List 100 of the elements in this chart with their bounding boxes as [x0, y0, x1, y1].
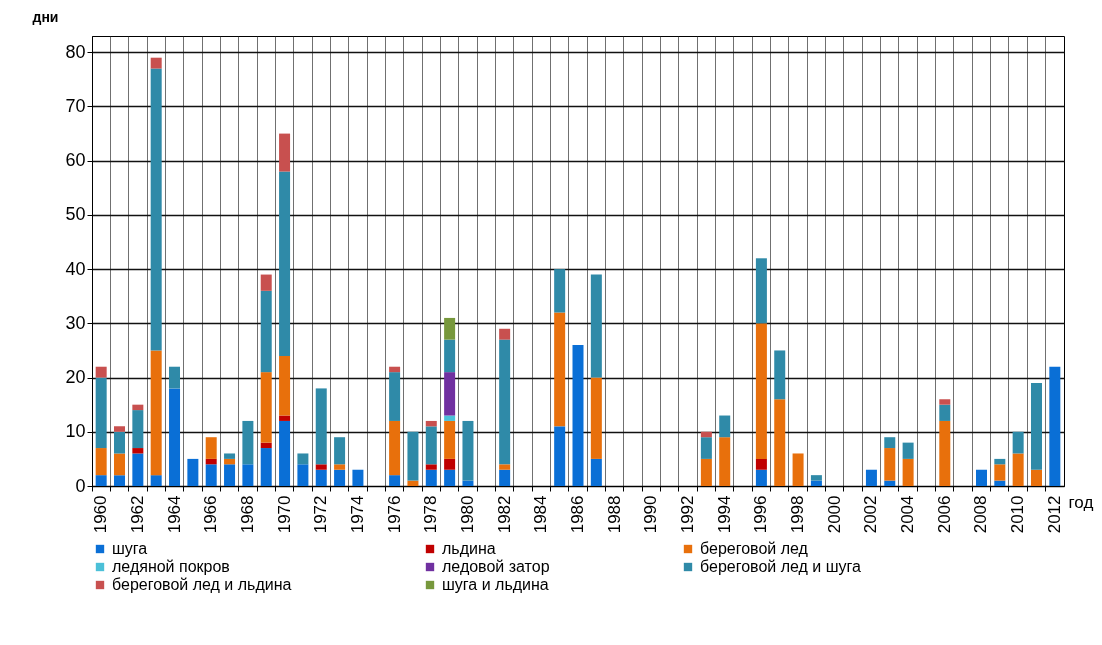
bar	[755, 323, 767, 459]
bar	[315, 464, 327, 470]
x-tick-label: 1966	[201, 495, 221, 534]
y-tick-label: 50	[65, 204, 86, 225]
bar	[499, 464, 511, 470]
bar	[554, 426, 566, 486]
x-tick-label: 1982	[494, 495, 514, 534]
legend-label: шуга и льдина	[442, 576, 549, 593]
bar	[425, 420, 437, 427]
legend-label: береговой лед и льдина	[112, 576, 292, 593]
bar	[114, 453, 126, 476]
bar	[444, 415, 456, 421]
bar	[224, 453, 236, 459]
bar	[224, 458, 236, 465]
bar	[719, 415, 731, 438]
bar	[95, 366, 107, 378]
bar	[205, 458, 217, 465]
bar	[554, 269, 566, 313]
bar	[462, 480, 474, 486]
y-tick-label: 10	[65, 421, 86, 442]
bar	[444, 317, 456, 340]
y-tick-label: 70	[65, 95, 86, 116]
bar	[150, 350, 162, 476]
bar	[407, 431, 419, 481]
bar	[590, 377, 602, 459]
bar	[499, 469, 511, 486]
bar	[114, 426, 126, 432]
x-tick-label: 1980	[457, 495, 477, 534]
x-tick-label: 1976	[384, 495, 404, 534]
bar	[297, 453, 309, 465]
legend-label: ледовой затор	[442, 558, 550, 575]
bar	[114, 431, 126, 454]
x-axis-title: год	[1068, 492, 1094, 512]
bar	[700, 437, 712, 459]
bar	[389, 420, 401, 476]
bar	[810, 480, 822, 486]
bar	[755, 469, 767, 486]
bar	[810, 475, 822, 481]
x-tick-label: 1974	[347, 495, 367, 534]
x-tick-label: 1962	[127, 495, 147, 534]
bar	[700, 431, 712, 438]
bar	[884, 448, 896, 481]
x-tick-label: 1994	[714, 495, 734, 534]
x-tick-label: 1984	[531, 495, 551, 534]
legend-label: береговой лед и шуга	[700, 558, 862, 575]
y-tick-label: 20	[65, 367, 86, 388]
bar	[132, 410, 144, 449]
bar	[279, 415, 291, 421]
legend-label: шуга	[112, 540, 148, 557]
x-tick-label: 1996	[751, 495, 771, 534]
bar	[939, 404, 951, 421]
bar	[205, 464, 217, 486]
bar	[279, 420, 291, 486]
x-tick-label: 2000	[824, 495, 844, 534]
y-tick-label: 30	[65, 312, 86, 333]
bar	[939, 420, 951, 486]
bar	[389, 475, 401, 486]
x-tick-label: 1964	[164, 495, 184, 534]
x-tick-label: 1998	[788, 495, 808, 534]
bar	[260, 448, 272, 486]
bar	[444, 458, 456, 470]
bar	[132, 453, 144, 486]
bar	[242, 420, 254, 465]
bar	[975, 469, 987, 486]
bar	[444, 372, 456, 416]
bar	[994, 480, 1006, 486]
x-tick-label: 1990	[641, 495, 661, 534]
bar	[792, 453, 804, 486]
bar	[902, 442, 914, 459]
bar	[205, 437, 217, 459]
bar	[572, 345, 584, 486]
x-tick-label: 1972	[311, 495, 331, 534]
bar	[462, 420, 474, 481]
bar	[169, 366, 181, 389]
bar	[132, 404, 144, 411]
bar	[132, 448, 144, 454]
bar	[425, 469, 437, 486]
bar	[1012, 431, 1024, 454]
bar	[260, 372, 272, 443]
bar	[224, 464, 236, 486]
x-tick-label: 2012	[1044, 495, 1064, 534]
bar	[95, 377, 107, 449]
bar	[334, 464, 346, 470]
bar	[187, 458, 199, 486]
bar	[279, 355, 291, 416]
bar	[150, 68, 162, 351]
y-tick-label: 60	[65, 150, 86, 171]
bar	[444, 420, 456, 459]
bar	[425, 426, 437, 465]
x-tick-label: 1978	[421, 495, 441, 534]
x-tick-label: 1970	[274, 495, 294, 534]
bar	[352, 469, 364, 486]
bar	[590, 458, 602, 486]
bar	[590, 274, 602, 378]
y-tick-label: 0	[75, 475, 86, 496]
bar	[150, 475, 162, 486]
bar	[114, 475, 126, 486]
legend-label: ледяной покров	[112, 558, 230, 575]
legend-label: льдина	[442, 540, 496, 557]
bar	[279, 133, 291, 172]
